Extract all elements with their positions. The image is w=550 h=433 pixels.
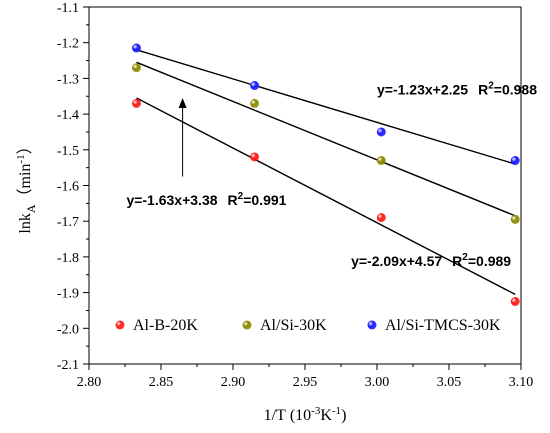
y-tick-label: -1.7 bbox=[57, 215, 79, 230]
fit-lines bbox=[136, 49, 516, 296]
x-tick-label: 3.00 bbox=[365, 375, 390, 390]
fit-line bbox=[136, 49, 516, 165]
x-tick-label: 2.95 bbox=[293, 375, 318, 390]
y-tick-label: -1.1 bbox=[57, 1, 79, 16]
x-tick-label: 2.80 bbox=[77, 375, 102, 390]
x-tick-label: 2.90 bbox=[221, 375, 246, 390]
y-tick-label: -1.5 bbox=[57, 144, 79, 159]
y-tick-label: -1.6 bbox=[57, 180, 79, 195]
equation-label: y=-2.09x+4.57 R2=0.989 bbox=[351, 252, 511, 269]
data-point bbox=[250, 152, 260, 162]
y-tick-label: -2.0 bbox=[57, 322, 79, 337]
legend-marker bbox=[367, 320, 377, 330]
data-point bbox=[510, 297, 520, 307]
y-tick-label: -2.1 bbox=[57, 358, 79, 373]
y-tick-label: -1.2 bbox=[57, 37, 79, 52]
equation-label: y=-1.63x+3.38 R2=0.991 bbox=[126, 191, 286, 208]
data-points bbox=[132, 43, 520, 307]
arrow-head bbox=[178, 98, 187, 109]
fit-line bbox=[136, 97, 516, 296]
legend-label: Al/Si-TMCS-30K bbox=[385, 317, 501, 334]
y-tick-label: -1.4 bbox=[57, 108, 79, 123]
y-tick-label: -1.3 bbox=[57, 72, 79, 87]
data-point bbox=[250, 81, 260, 91]
equation-annotations: y=-1.23x+2.25 R2=0.988 y=-1.63x+3.38 R2=0.9… bbox=[126, 80, 537, 268]
x-tick-label: 2.85 bbox=[149, 375, 174, 390]
data-point bbox=[510, 156, 520, 166]
data-point bbox=[376, 127, 386, 137]
data-point bbox=[376, 213, 386, 223]
legend-marker bbox=[242, 320, 252, 330]
data-point bbox=[510, 214, 520, 224]
x-axis-title: 1/T (10-3K-1) bbox=[264, 405, 347, 424]
x-tick-label: 3.10 bbox=[509, 375, 534, 390]
fit-line bbox=[136, 61, 516, 217]
data-point bbox=[250, 98, 260, 108]
y-tick-label: -1.8 bbox=[57, 251, 79, 266]
legend-label: Al/Si-30K bbox=[260, 317, 327, 334]
data-point bbox=[132, 43, 142, 53]
legend: Al-B-20K Al/Si-30K Al/Si-TMCS-30K bbox=[115, 317, 501, 334]
legend-label: Al-B-20K bbox=[133, 317, 198, 334]
axis-ticks: 2.80 2.85 2.90 2.95 3.00 3.05 3.10 -1.1 -1.2 -1.3… bbox=[57, 1, 533, 390]
y-axis-title: lnkA（min-1） bbox=[15, 138, 38, 233]
x-tick-label: 3.05 bbox=[437, 375, 462, 390]
data-point bbox=[132, 63, 142, 73]
equation-label: y=-1.23x+2.25 R2=0.988 bbox=[377, 80, 537, 97]
data-point bbox=[376, 156, 386, 166]
data-point bbox=[132, 98, 142, 108]
legend-marker bbox=[115, 320, 125, 330]
y-tick-label: -1.9 bbox=[57, 287, 79, 302]
